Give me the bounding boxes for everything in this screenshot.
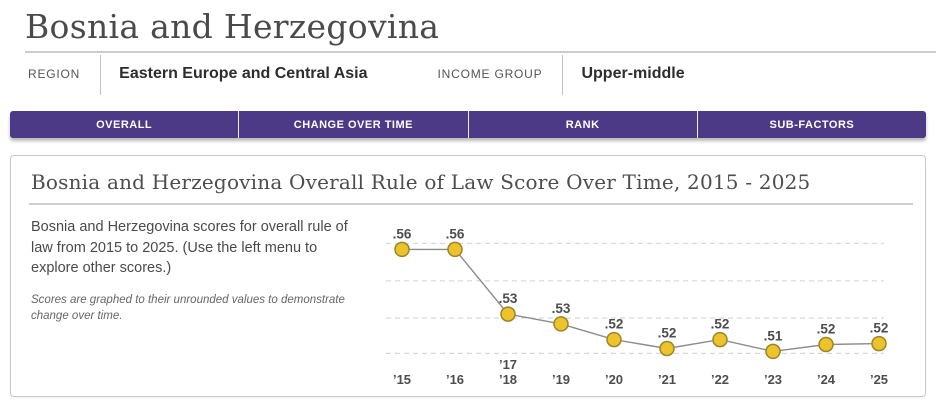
section-tab-bar: OVERALL CHANGE OVER TIME RANK SUB-FACTOR… bbox=[10, 111, 926, 139]
data-point-label: .56 bbox=[393, 227, 412, 242]
data-point bbox=[447, 241, 463, 258]
income-group-label: INCOME GROUP bbox=[437, 67, 543, 82]
country-meta-row: REGION Eastern Europe and Central Asia I… bbox=[28, 53, 936, 96]
tab-change-over-time[interactable]: CHANGE OVER TIME bbox=[238, 111, 467, 139]
meta-divider bbox=[100, 55, 102, 96]
tab-overall[interactable]: OVERALL bbox=[96, 118, 153, 131]
data-point-label: .52 bbox=[605, 317, 624, 332]
data-point-label: .52 bbox=[711, 317, 730, 332]
data-point-label: .52 bbox=[658, 326, 677, 341]
data-point bbox=[818, 337, 834, 353]
chart-card-body: Bosnia and Herzegovina scores for overal… bbox=[29, 213, 913, 398]
data-point-label: .52 bbox=[817, 322, 836, 337]
line-chart: .56 ’15 .56 ’16 .53 ’17’18 .53 ’19 .52 ’20 .52 ’21.… bbox=[386, 227, 889, 387]
score-line bbox=[402, 248, 880, 353]
x-tick-label: ’25 bbox=[870, 372, 888, 387]
chart-description: Bosnia and Herzegovina scores for overal… bbox=[31, 219, 348, 277]
tab-sub-factors[interactable]: SUB-FACTORS bbox=[696, 111, 926, 139]
data-point bbox=[500, 306, 516, 323]
x-tick-label: ’22 bbox=[711, 372, 729, 387]
income-group-value: Upper-middle bbox=[581, 65, 685, 83]
chart-card: Bosnia and Herzegovina Overall Rule of L… bbox=[10, 155, 926, 398]
chart-description-column: Bosnia and Herzegovina scores for overal… bbox=[29, 213, 372, 398]
data-point bbox=[394, 241, 410, 258]
data-point-label: .52 bbox=[870, 321, 889, 336]
data-point bbox=[553, 316, 569, 332]
title-divider bbox=[25, 51, 936, 54]
data-point bbox=[606, 332, 622, 348]
data-point-label: .51 bbox=[764, 329, 783, 344]
data-point bbox=[712, 332, 728, 348]
x-tick-label: ’17 bbox=[499, 357, 517, 372]
page-header: Bosnia and Herzegovina REGION Eastern Eu… bbox=[0, 6, 936, 96]
data-point-label: .53 bbox=[499, 291, 518, 306]
region-value: Eastern Europe and Central Asia bbox=[119, 65, 368, 83]
meta-divider bbox=[562, 55, 564, 96]
tab-rank[interactable]: RANK bbox=[467, 111, 697, 139]
chart-footnote: Scores are graphed to their unrounded va… bbox=[31, 293, 345, 322]
data-point bbox=[871, 336, 887, 352]
x-tick-label: ’20 bbox=[605, 372, 623, 387]
page-title: Bosnia and Herzegovina bbox=[25, 7, 440, 46]
region-label: REGION bbox=[28, 67, 81, 82]
chart-title: Bosnia and Herzegovina Overall Rule of L… bbox=[31, 170, 811, 195]
x-tick-label: ’21 bbox=[658, 372, 676, 387]
data-point-label: .53 bbox=[552, 301, 571, 316]
chart-title-divider bbox=[29, 203, 913, 206]
data-point bbox=[659, 341, 675, 357]
x-tick-label: ’23 bbox=[764, 372, 782, 387]
x-tick-label: ’19 bbox=[552, 372, 570, 387]
x-tick-label: ’24 bbox=[817, 372, 836, 387]
data-point bbox=[765, 343, 781, 360]
x-tick-label: ’15 bbox=[393, 372, 411, 387]
x-tick-label: ’16 bbox=[446, 372, 464, 387]
x-tick-label: ’18 bbox=[499, 372, 517, 387]
data-point-label: .56 bbox=[446, 227, 465, 242]
